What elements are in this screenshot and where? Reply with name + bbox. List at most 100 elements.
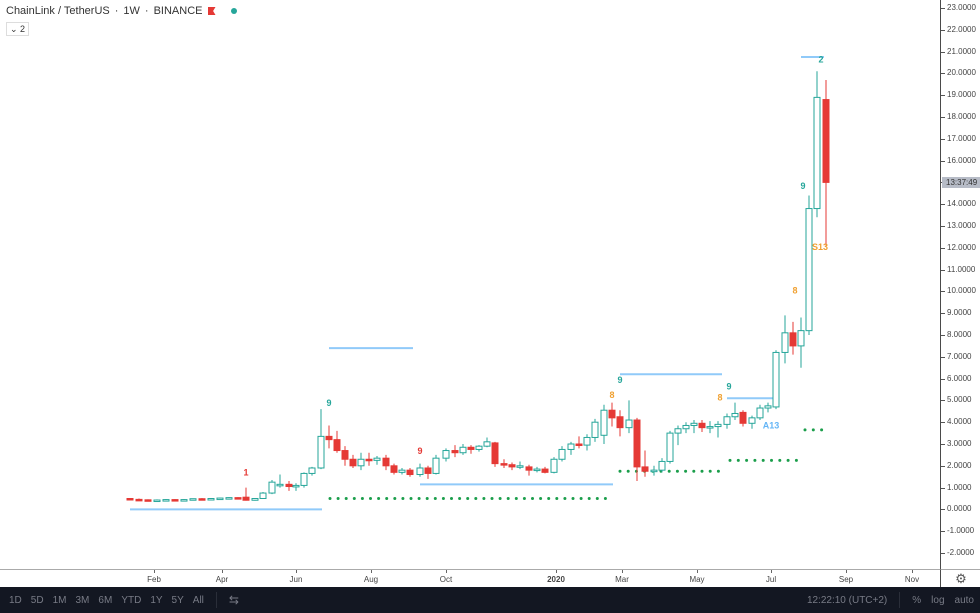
sequential-count-label: 8	[609, 390, 614, 400]
support-dot	[667, 469, 671, 473]
candle-body	[805, 208, 813, 332]
candle-body	[180, 499, 188, 502]
support-dot	[425, 497, 429, 500]
flag-icon[interactable]	[207, 7, 216, 15]
range-button-1d[interactable]: 1D	[9, 594, 22, 606]
symbol-title[interactable]: ChainLink / TetherUS	[6, 5, 110, 17]
candle-body	[516, 465, 524, 468]
support-dot	[466, 497, 470, 500]
candle-body	[723, 416, 731, 425]
support-dot	[803, 428, 807, 432]
candle-body	[251, 498, 259, 501]
time-label: Mar	[615, 575, 629, 584]
candle-body	[242, 496, 250, 501]
candle-body	[126, 498, 134, 501]
candle-body	[558, 448, 566, 460]
candle-body	[442, 450, 450, 459]
support-dot	[684, 469, 688, 473]
price-label: 19.0000	[947, 90, 976, 100]
chart-settings-button[interactable]: ⚙	[940, 569, 980, 588]
candle-body	[748, 417, 756, 424]
time-tick	[622, 570, 623, 573]
auto-toggle[interactable]: auto	[954, 594, 974, 606]
range-button-1m[interactable]: 1M	[52, 594, 67, 606]
support-dot	[618, 469, 622, 473]
candle-body	[357, 458, 365, 467]
support-dot	[539, 497, 543, 500]
go-to-date-icon[interactable]: ⇆	[228, 593, 239, 607]
sequential-count-label: 9	[417, 446, 422, 456]
candle-body	[300, 472, 308, 486]
time-tick	[771, 570, 772, 573]
range-button-3m[interactable]: 3M	[75, 594, 90, 606]
candle-body	[259, 492, 267, 499]
support-dot	[433, 497, 437, 500]
support-dot	[579, 497, 583, 500]
time-tick	[222, 570, 223, 573]
candle-body	[135, 498, 143, 502]
support-dot	[377, 497, 381, 500]
range-button-6m[interactable]: 6M	[98, 594, 113, 606]
time-label: Sep	[838, 575, 854, 584]
time-label: Oct	[439, 575, 453, 584]
price-tick	[941, 487, 945, 489]
support-dot	[563, 497, 567, 500]
time-tick	[556, 570, 557, 573]
price-axis[interactable]: 23.0000 22.0000 21.0000 20.0000 19.0000 18.00…	[940, 0, 980, 569]
clock-timezone[interactable]: 12:22:10 (UTC+2)	[806, 594, 888, 606]
price-label: 1.0000	[947, 482, 972, 492]
candle-body	[317, 435, 325, 469]
candle-body	[591, 421, 599, 438]
candle-body	[373, 457, 381, 461]
sequential-count-label: 8	[717, 392, 722, 402]
time-label: Nov	[904, 575, 920, 584]
price-tick	[941, 465, 945, 467]
candle-body	[268, 481, 276, 494]
range-button-all[interactable]: All	[192, 594, 204, 606]
support-dot	[595, 497, 599, 500]
support-dot	[716, 469, 720, 473]
range-button-5y[interactable]: 5Y	[171, 594, 184, 606]
candle-body	[625, 419, 633, 429]
price-tick	[941, 335, 945, 336]
candle-body	[797, 330, 805, 347]
chart-plot-area[interactable]: 1 9 9 8 9 8 9 A13 8 9 2 S13	[0, 0, 940, 569]
support-dot	[626, 469, 630, 473]
candle-body	[234, 497, 242, 500]
sequential-count-label: 9	[617, 375, 622, 385]
candle-body	[764, 405, 772, 409]
support-dot	[770, 458, 773, 462]
candle-body	[475, 445, 483, 450]
price-label: 23.0000	[947, 3, 976, 12]
support-dot	[700, 469, 704, 473]
candle-body	[541, 468, 549, 473]
time-label: May	[689, 575, 705, 584]
candle-body	[171, 499, 179, 502]
price-label: 17.0000	[947, 133, 976, 143]
candle-body	[153, 499, 161, 503]
support-dot	[417, 497, 421, 500]
range-button-ytd[interactable]: YTD	[121, 594, 142, 606]
interval-label[interactable]: 1W	[123, 5, 140, 17]
range-buttons: 1D 5D 1M 3M 6M YTD 1Y 5Y All	[0, 595, 204, 606]
range-button-5d[interactable]: 5D	[30, 594, 44, 606]
log-toggle[interactable]: log	[931, 594, 945, 606]
range-button-1y[interactable]: 1Y	[150, 594, 163, 606]
price-tick	[941, 73, 945, 75]
price-label: 9.0000	[947, 308, 972, 318]
indicators-collapse-button[interactable]: ⌄ 2	[6, 22, 30, 36]
price-tick	[941, 160, 945, 162]
candle-body	[333, 439, 341, 452]
candle-body	[365, 458, 373, 462]
price-label: -1.0000	[947, 526, 975, 536]
candle-body	[308, 467, 316, 474]
time-axis[interactable]: Feb Apr Jun Aug Oct 2020 Mar May Jul Sep Nov	[0, 569, 940, 588]
candle-body	[641, 466, 649, 472]
support-dot	[409, 497, 413, 500]
percent-toggle[interactable]: %	[912, 594, 922, 606]
chart-legend-header[interactable]: ChainLink / TetherUS · 1W · BINANCE	[6, 5, 237, 17]
price-tick	[941, 356, 945, 358]
candle-body	[789, 332, 797, 347]
price-label: 12.0000	[947, 242, 976, 252]
